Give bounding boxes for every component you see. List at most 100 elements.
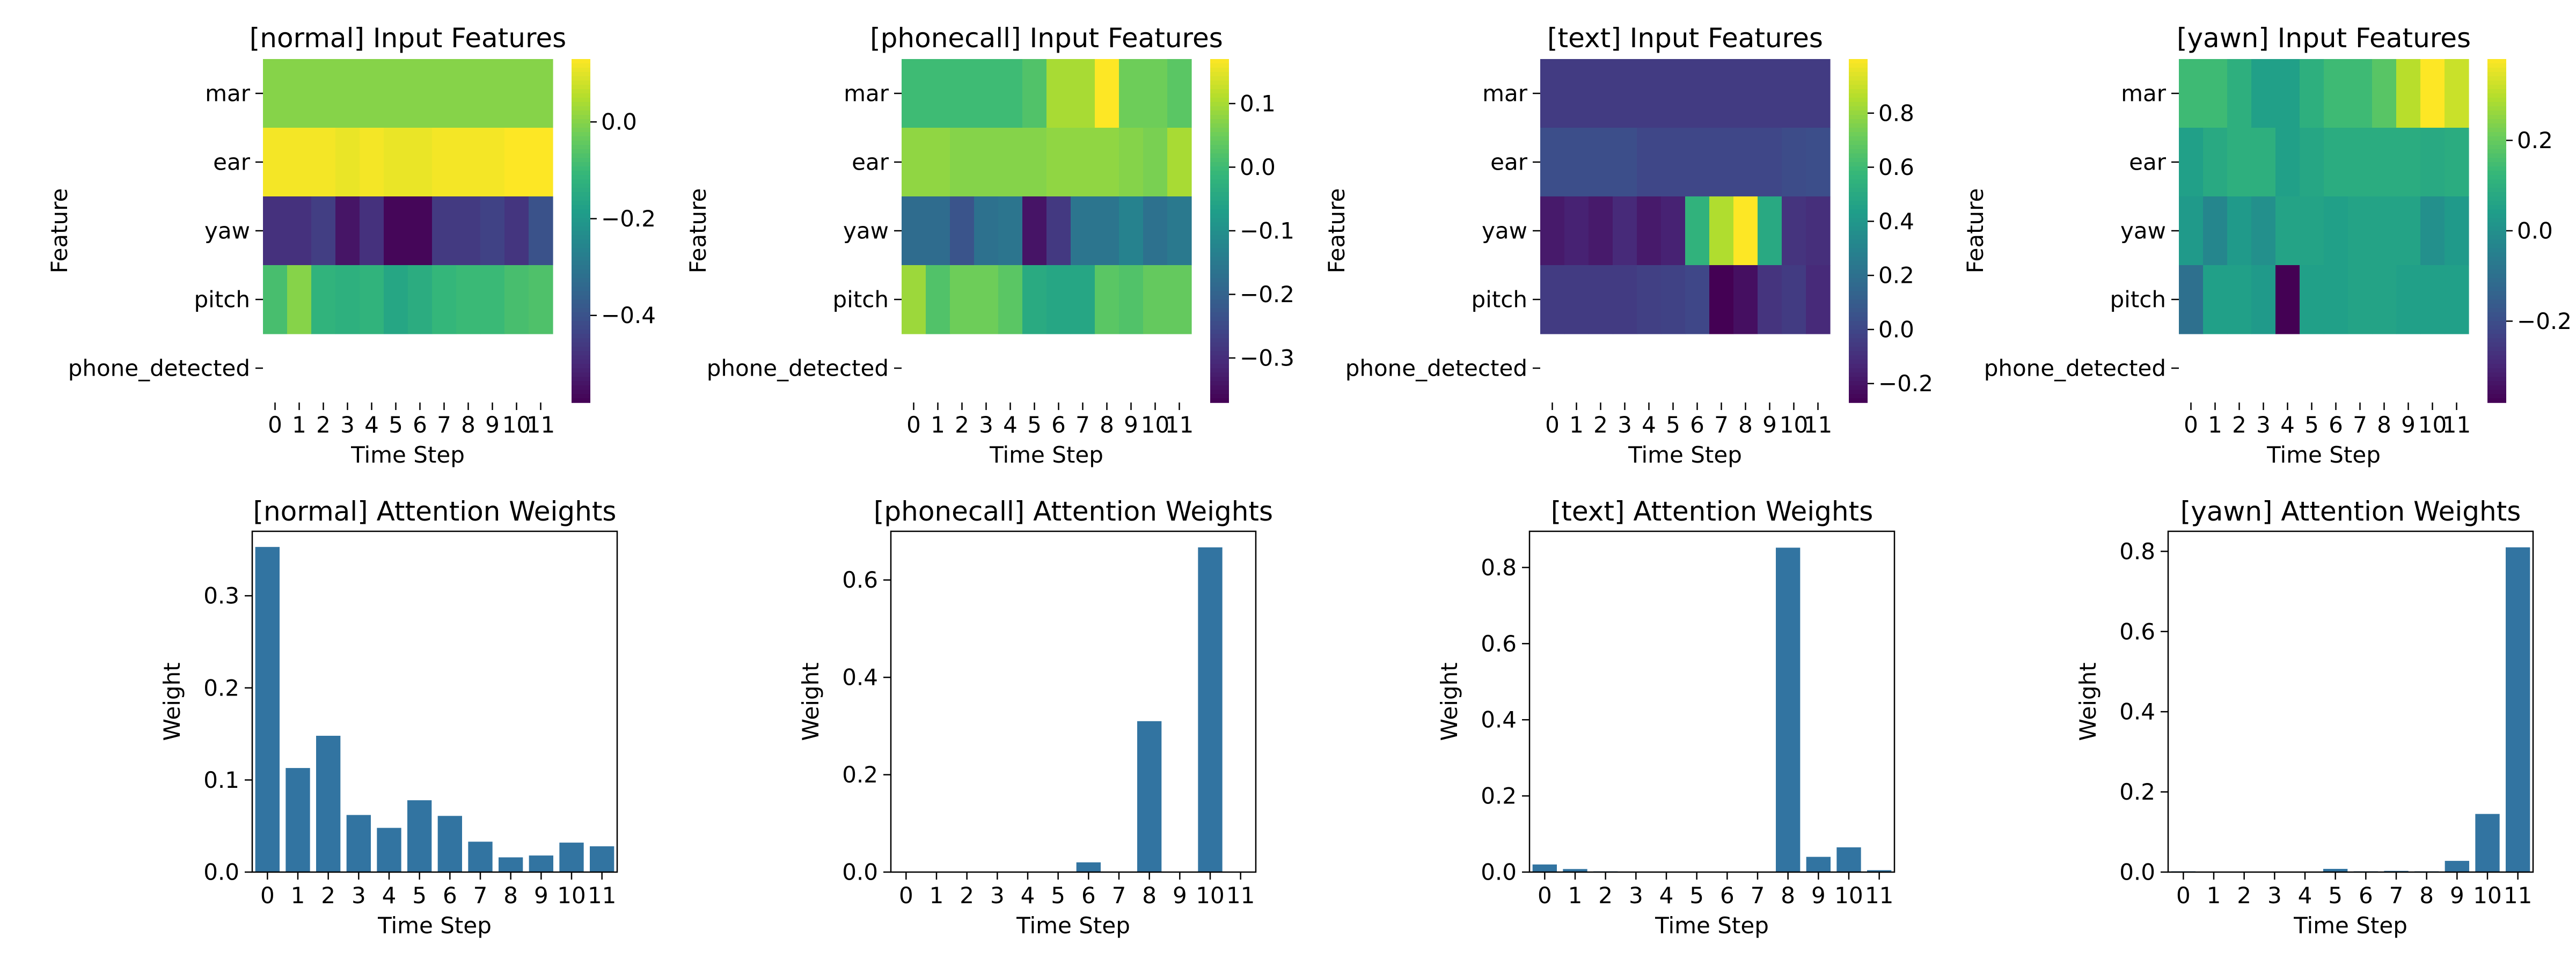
heatmap-cell — [2396, 128, 2421, 197]
x-tick-label: 5 — [2328, 882, 2343, 909]
colorbar-segment — [1849, 171, 1868, 175]
y-tick-label: yaw — [2120, 218, 2166, 244]
x-tick-label: 8 — [1100, 412, 1114, 438]
colorbar-segment — [2487, 153, 2506, 158]
colorbar-segment — [2487, 214, 2506, 218]
colorbar-segment — [572, 222, 590, 227]
x-tick-label: 0 — [1538, 882, 1552, 909]
colorbar-segment — [1210, 347, 1229, 352]
heatmap-cell — [2300, 265, 2324, 334]
heatmap-cell — [1613, 128, 1637, 197]
colorbar-segment — [2487, 76, 2506, 81]
colorbar-segment — [1210, 330, 1229, 334]
colorbar-segment — [1210, 175, 1229, 180]
heatmap-cell — [1685, 265, 1710, 334]
plot-frame — [1528, 530, 1896, 873]
heatmap-cell — [311, 265, 336, 334]
colorbar-segment — [1849, 317, 1868, 321]
x-tick-label: 2 — [1598, 882, 1613, 909]
colorbar-segment — [1210, 214, 1229, 218]
x-tick-label: 9 — [1811, 882, 1826, 909]
heatmap-cell — [1564, 196, 1589, 266]
bar — [1806, 857, 1831, 872]
colorbar-segment — [2487, 106, 2506, 111]
colorbar-segment — [2487, 158, 2506, 163]
plot-frame — [890, 530, 1257, 873]
heatmap-cell — [384, 128, 408, 197]
colorbar-segment — [572, 325, 590, 330]
colorbar-segment — [2487, 184, 2506, 188]
heatmap-cell — [2203, 196, 2228, 266]
colorbar-segment — [572, 153, 590, 158]
x-tick-label: 6 — [1720, 882, 1735, 909]
x-tick-label: 10 — [1141, 412, 1169, 438]
heatmap-cell — [1661, 128, 1686, 197]
x-tick-label: 4 — [382, 882, 397, 909]
heatmap-cell — [432, 59, 457, 128]
colorbar-segment — [2487, 192, 2506, 197]
heatmap-cell — [1540, 59, 1565, 128]
heatmap-cell — [2227, 59, 2252, 128]
heatmap-cell — [1806, 265, 1831, 334]
colorbar-segment — [1849, 257, 1868, 261]
heatmap-cell — [2372, 59, 2397, 128]
heatmap-cell — [998, 128, 1023, 197]
colorbar-segment — [572, 85, 590, 90]
colorbar-segment — [1210, 218, 1229, 223]
bar — [1137, 721, 1162, 872]
heatmap-cell — [1709, 128, 1734, 197]
x-tick-label: 11 — [1804, 412, 1832, 438]
colorbar-segment — [1849, 175, 1868, 180]
colorbar-segment — [1210, 171, 1229, 175]
colorbar-segment — [572, 80, 590, 85]
colorbar-segment — [2487, 257, 2506, 261]
heatmap-cell — [335, 196, 360, 266]
heatmap-cell — [360, 128, 384, 197]
colorbar-tick-label: 0.6 — [1878, 154, 1914, 180]
heatmap-cell — [2227, 265, 2252, 334]
colorbar-segment — [1849, 308, 1868, 313]
chart-title: [normal] Input Features — [250, 23, 566, 54]
colorbar-segment — [1210, 149, 1229, 154]
colorbar-segment — [1210, 179, 1229, 184]
x-tick-label: 2 — [960, 882, 974, 909]
colorbar-segment — [572, 282, 590, 287]
colorbar-segment — [572, 106, 590, 111]
x-tick-label: 10 — [2473, 882, 2501, 909]
heatmap-cell — [950, 265, 975, 334]
x-tick-label: 11 — [1226, 882, 1255, 909]
colorbar-tick-label: 0.0 — [2517, 218, 2553, 244]
colorbar-segment — [1849, 252, 1868, 257]
colorbar-segment — [1849, 235, 1868, 240]
colorbar-segment — [2487, 123, 2506, 128]
colorbar-segment — [2487, 102, 2506, 107]
colorbar-segment — [2487, 308, 2506, 313]
colorbar-segment — [572, 102, 590, 107]
colorbar-segment — [572, 278, 590, 283]
colorbar-segment — [1210, 184, 1229, 188]
heatmap-cell — [1167, 59, 1192, 128]
colorbar-segment — [572, 252, 590, 257]
x-tick-label: 4 — [1659, 882, 1674, 909]
x-tick-label: 5 — [2304, 412, 2319, 438]
colorbar-segment — [2487, 171, 2506, 175]
chart-title: [yawn] Input Features — [2177, 23, 2471, 54]
x-tick-label: 11 — [1865, 882, 1893, 909]
colorbar-segment — [2487, 98, 2506, 103]
y-tick-label: pitch — [2110, 287, 2166, 313]
heatmap-cell — [287, 196, 312, 266]
colorbar-segment — [572, 308, 590, 313]
bar — [1867, 870, 1892, 872]
x-tick-label: 5 — [1689, 882, 1704, 909]
heatmap-cell — [998, 265, 1023, 334]
colorbar-segment — [1210, 308, 1229, 313]
heatmap-cell — [1095, 128, 1119, 197]
colorbar-segment — [572, 390, 590, 394]
colorbar-segment — [1210, 321, 1229, 326]
heatmap-cell — [1071, 59, 1095, 128]
bar — [407, 800, 432, 872]
colorbar-segment — [1210, 304, 1229, 309]
heatmap-cell — [504, 128, 529, 197]
colorbar-segment — [1849, 342, 1868, 347]
